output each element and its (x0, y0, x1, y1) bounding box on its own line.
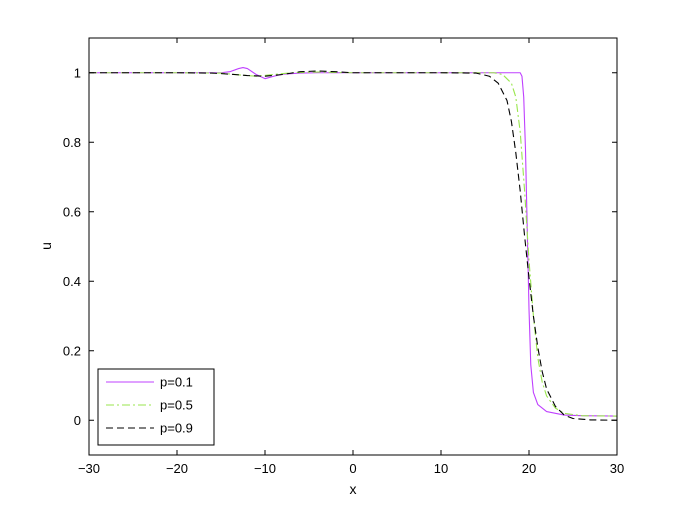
legend-label-2: p=0.5 (160, 398, 193, 413)
y-tick-label: 1 (74, 65, 81, 80)
y-tick-label: 0 (74, 413, 81, 428)
x-tick-label: −20 (166, 461, 188, 476)
legend-label-1: p=0.1 (160, 375, 193, 390)
x-axis-label: x (350, 481, 357, 497)
y-tick-label: 0.8 (63, 135, 81, 150)
series-line-1 (89, 66, 618, 417)
plot-frame (88, 37, 618, 456)
series-line-3 (89, 70, 618, 421)
x-tick-label: −10 (254, 461, 276, 476)
x-tick-label: 10 (434, 461, 448, 476)
legend-box (97, 368, 215, 446)
series-layer (89, 66, 618, 421)
y-tick-label: 0.6 (63, 204, 81, 219)
x-tick-label: 30 (610, 461, 624, 476)
x-tick-label: 20 (522, 461, 536, 476)
y-tick-label: 0.4 (63, 274, 81, 289)
y-tick-label: 0.2 (63, 343, 81, 358)
x-tick-label: −30 (78, 461, 100, 476)
axis-layer: −30 −20 −10 0 10 20 30 0 0.2 0.4 0.6 0.8 1 (63, 38, 624, 476)
legend-label-3: p=0.9 (160, 421, 193, 436)
y-axis-label: u (38, 242, 54, 250)
legend: p=0.1 p=0.5 p=0.9 (97, 368, 215, 446)
x-tick-label: 0 (349, 461, 356, 476)
